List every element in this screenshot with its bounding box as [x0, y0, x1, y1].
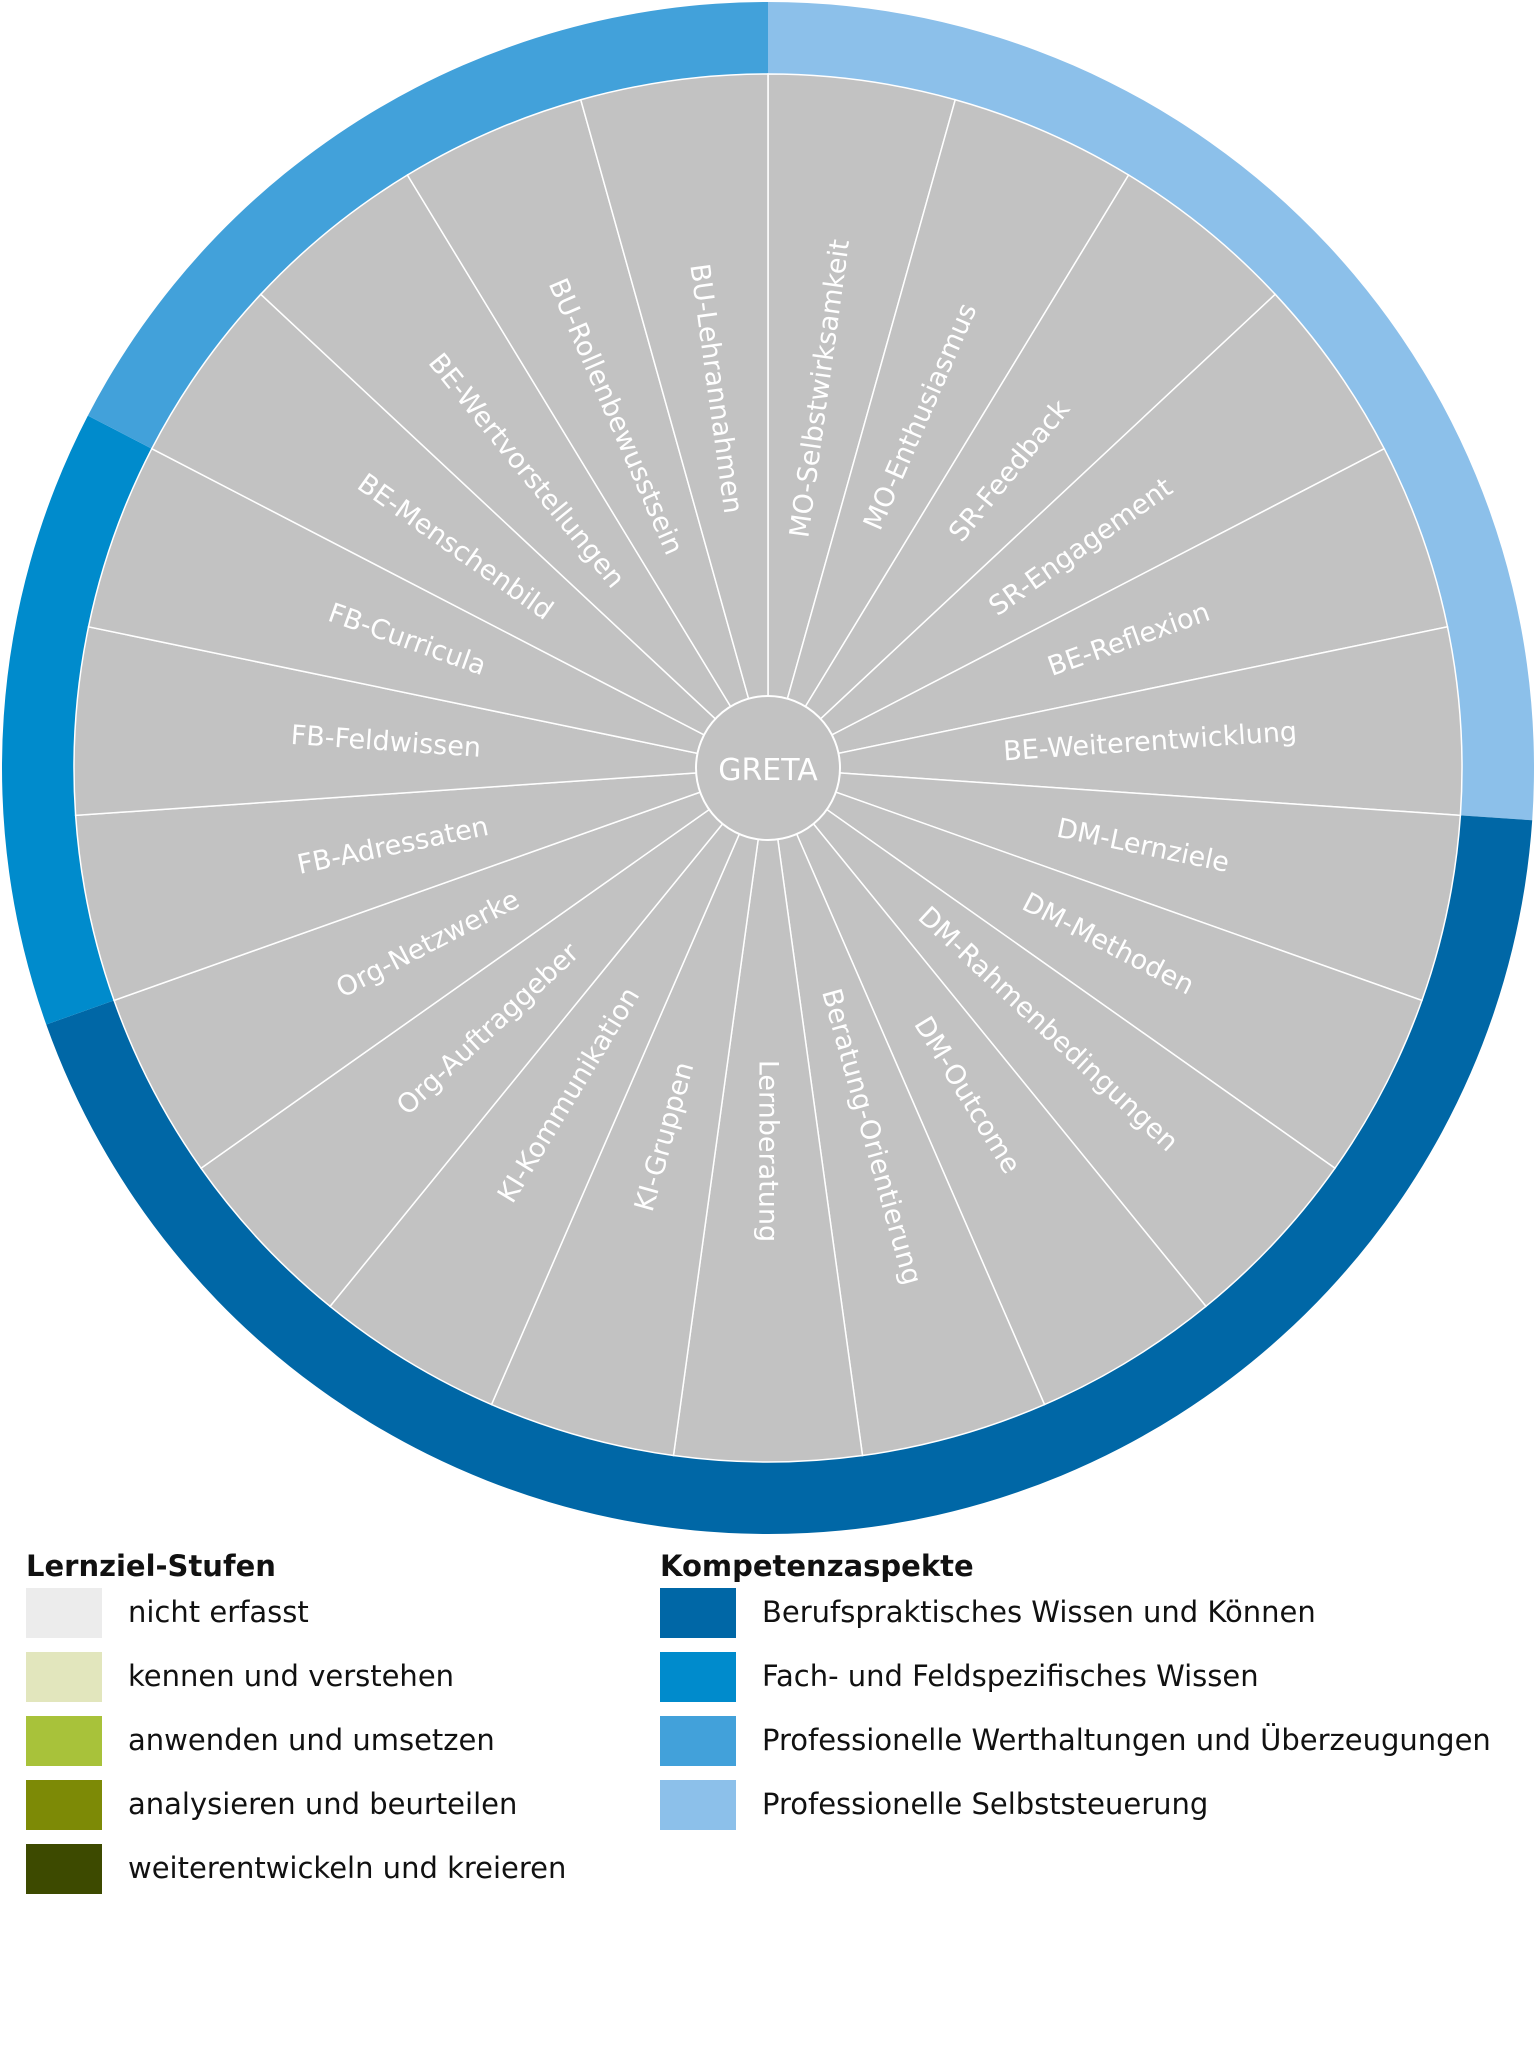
- segment-label: Lernberatung: [753, 1060, 784, 1242]
- aspect-label: Professionelle Selbststeuerung: [762, 1787, 1209, 1821]
- level-label: kennen und verstehen: [128, 1659, 455, 1693]
- wheel-segment: [767, 767, 1337, 1308]
- level-label: analysieren und beurteilen: [128, 1787, 518, 1821]
- wheel-segment: [767, 767, 1423, 1170]
- aspect-ring-arc-selbststeuerung: [768, 2, 1534, 821]
- wheel-segment: [672, 767, 864, 1463]
- level-swatch: [26, 1588, 102, 1638]
- center-label: GRETA: [718, 753, 818, 788]
- wheel-segment: [767, 767, 1208, 1406]
- legend-level-item: anwenden und umsetzen: [26, 1712, 646, 1776]
- aspect-ring-arc-fachspezifisch: [2, 415, 152, 1025]
- level-label: weiterentwickeln und kreieren: [128, 1851, 567, 1885]
- level-swatch: [26, 1652, 102, 1702]
- aspect-swatch: [660, 1780, 736, 1830]
- legend-level-item: kennen und verstehen: [26, 1648, 646, 1712]
- wheel-segment: [87, 447, 769, 769]
- wheel-segment: [767, 767, 1462, 1002]
- legend-kompetenzaspekte: Kompetenzaspekte Berufspraktisches Wisse…: [660, 1548, 1536, 1840]
- aspect-label: Fach- und Feldspezifisches Wissen: [762, 1659, 1259, 1693]
- wheel-segment: [113, 767, 769, 1170]
- aspect-swatch: [660, 1716, 736, 1766]
- wheel-segment: [767, 447, 1449, 769]
- level-label: nicht erfasst: [128, 1595, 309, 1629]
- segment-wheel: [73, 73, 1463, 1463]
- wheel-segment: [150, 293, 769, 769]
- wheel-segment: [259, 174, 769, 769]
- wheel-segment: [767, 73, 957, 769]
- legend-aspect-item: Professionelle Werthaltungen und Überzeu…: [660, 1712, 1536, 1776]
- level-swatch: [26, 1716, 102, 1766]
- level-label: anwenden und umsetzen: [128, 1723, 495, 1757]
- wheel-segment: [73, 625, 769, 817]
- aspect-swatch: [660, 1588, 736, 1638]
- legend-aspect-item: Fach- und Feldspezifisches Wissen: [660, 1648, 1536, 1712]
- legend-level-item: analysieren und beurteilen: [26, 1776, 646, 1840]
- competency-wheel: MO-Selbstwirksamkeit MO-EnthusiasmusSR-Fe…: [2, 2, 1534, 1534]
- level-swatch: [26, 1844, 102, 1894]
- wheel-segment: [579, 73, 769, 769]
- aspect-ring: [2, 2, 1534, 1534]
- aspect-swatch: [660, 1652, 736, 1702]
- wheel-segment: [490, 767, 769, 1457]
- wheel-segment: [199, 767, 769, 1308]
- legend-aspects-title: Kompetenzaspekte: [660, 1549, 974, 1583]
- legend-level-item: weiterentwickeln und kreieren: [26, 1840, 646, 1904]
- wheel-segment: [406, 98, 769, 769]
- aspect-label: Berufspraktisches Wissen und Können: [762, 1595, 1316, 1629]
- center-hub: [695, 695, 841, 841]
- legend-aspect-item: Berufspraktisches Wissen und Können: [660, 1584, 1536, 1648]
- wheel-segment: [328, 767, 769, 1406]
- level-swatch: [26, 1780, 102, 1830]
- legend-aspect-item: Professionelle Selbststeuerung: [660, 1776, 1536, 1840]
- aspect-ring-arc-berufspraktisch: [46, 815, 1533, 1534]
- aspect-label: Professionelle Werthaltungen und Überzeu…: [762, 1723, 1491, 1757]
- aspect-ring-arc-werthaltungen: [87, 2, 768, 449]
- legend-level-item: nicht erfasst: [26, 1584, 646, 1648]
- wheel-segment: [74, 767, 769, 1002]
- wheel-segment: [767, 767, 1046, 1457]
- wheel-segment: [767, 625, 1463, 817]
- wheel-segment: [767, 174, 1277, 769]
- legend-levels-title: Lernziel-Stufen: [26, 1549, 276, 1583]
- legend-lernziel-stufen: Lernziel-Stufen nicht erfasst kennen und…: [26, 1548, 646, 1904]
- wheel-segment: [767, 293, 1386, 769]
- wheel-segment: [767, 98, 1130, 769]
